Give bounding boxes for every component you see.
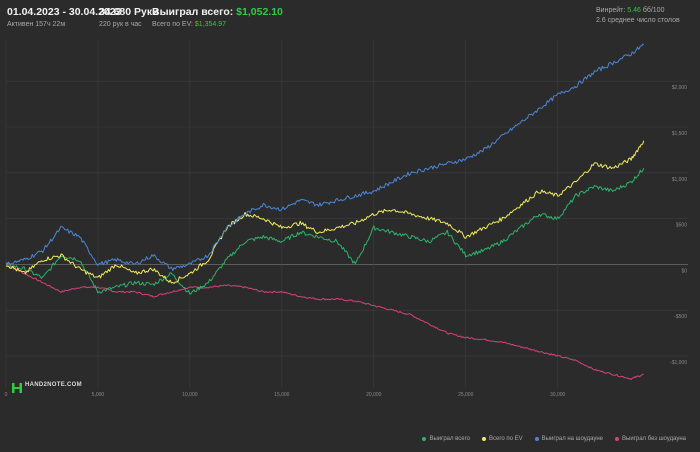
legend-marker-ev <box>482 437 487 441</box>
avg-tables: 2.6 среднее число столов <box>596 17 680 24</box>
legend-label-ev: Всего по EV <box>489 436 523 442</box>
winrate-value: 5.46 <box>627 7 641 14</box>
y-tick-label: $1,500 <box>672 131 688 137</box>
x-tick-label: 0 <box>5 392 8 398</box>
x-tick-label: 25,000 <box>458 392 474 398</box>
series-line <box>5 140 645 284</box>
y-tick-label: $1,000 <box>672 177 688 183</box>
legend-label-non-showdown: Выиграл без шоудауна <box>622 436 686 442</box>
x-tick-label: 30,000 <box>550 392 566 398</box>
profit-chart[interactable]: -$1,000 -$500 $0 $500 $1,000 $1,500 $2,000 0 5,0… <box>0 36 700 447</box>
series-line <box>5 43 644 271</box>
y-tick-label: -$1,000 <box>670 360 687 366</box>
y-tick-label: -$500 <box>674 314 687 320</box>
legend-label-showdown: Выиграл на шоудауне <box>541 436 603 442</box>
x-tick-label: 15,000 <box>274 392 290 398</box>
y-tick-label: $0 <box>681 268 687 274</box>
won-total: Выиграл всего: $1,052.10 <box>152 6 283 18</box>
winrate-unit: бб/100 <box>642 7 665 14</box>
legend-marker-non-showdown <box>615 437 619 441</box>
legend-marker-showdown <box>534 437 539 441</box>
hands-per-hour: 220 рук в час <box>99 21 142 28</box>
won-total-value: $1,052.10 <box>236 6 283 18</box>
legend-label-won: Выиграл всего <box>429 436 471 442</box>
series-line <box>5 168 645 295</box>
date-range-block: 01.04.2023 - 30.04.2023 Активен 157ч 22м <box>7 6 121 28</box>
legend-marker-won <box>422 437 427 441</box>
ev-total-value: $1,354.97 <box>194 21 227 28</box>
legend-item-ev[interactable]: Всего по EV <box>482 436 523 442</box>
ev-total-label: Всего по EV: <box>152 21 193 28</box>
hand2note-logo: HAND2NOTE.COM <box>12 380 82 393</box>
ev-total: Всего по EV: $1,354.97 <box>152 21 283 28</box>
y-tick-label: $2,000 <box>672 85 688 91</box>
date-range[interactable]: 01.04.2023 - 30.04.2023 <box>7 6 122 18</box>
won-total-label: Выиграл всего: <box>152 6 234 18</box>
x-tick-label: 5,000 <box>92 392 105 398</box>
won-block: Выиграл всего: $1,052.10 Всего по EV: $1… <box>152 6 283 28</box>
legend-item-non-showdown[interactable]: Выиграл без шоудауна <box>615 436 686 442</box>
active-time: Активен 157ч 22м <box>7 21 66 28</box>
hands-block: 34 680 Руки 220 рук в час <box>99 6 159 28</box>
legend-item-showdown[interactable]: Выиграл на шоудауне <box>534 436 603 442</box>
hand2note-logo-icon <box>12 380 22 393</box>
winrate-label: Винрейт: <box>596 7 626 14</box>
hand2note-logo-text: HAND2NOTE.COM <box>25 382 82 388</box>
x-tick-label: 10,000 <box>182 392 198 398</box>
hands-count: 34 680 Руки <box>99 6 159 18</box>
y-tick-label: $500 <box>676 223 687 229</box>
x-tick-label: 20,000 <box>366 392 382 398</box>
chart-legend: Выиграл всего Всего по EV Выиграл на шоу… <box>422 436 686 442</box>
series-line <box>5 263 644 381</box>
profit-chart-svg[interactable]: -$1,000 -$500 $0 $500 $1,000 $1,500 $2,000 0 5,0… <box>0 36 700 447</box>
stats-header: 01.04.2023 - 30.04.2023 Активен 157ч 22м… <box>0 0 700 34</box>
winrate-block: Винрейт: 5.46 бб/100 2.6 среднее число с… <box>596 7 692 27</box>
winrate: Винрейт: 5.46 бб/100 <box>596 7 692 14</box>
legend-item-won[interactable]: Выиграл всего <box>422 436 470 442</box>
